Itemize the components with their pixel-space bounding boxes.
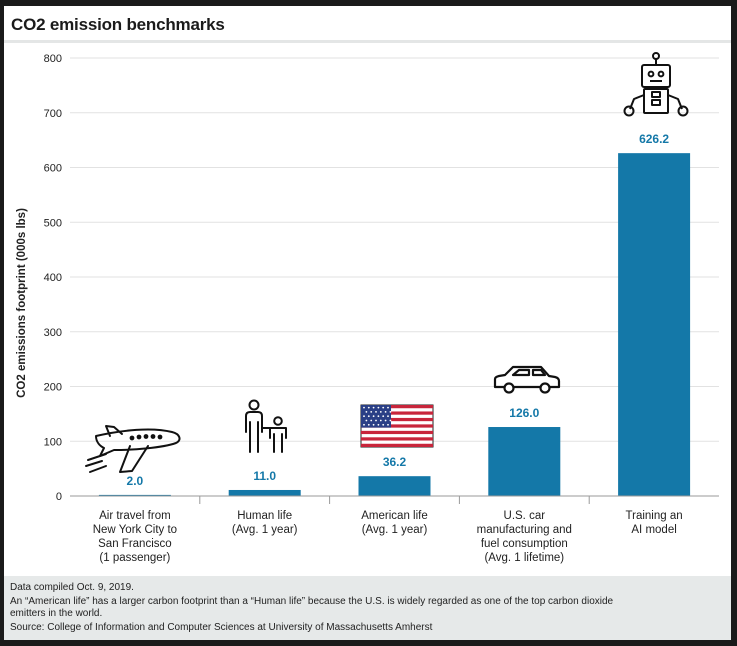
y-axis-ticks: 0 100 200 300 400 500 600 700 800 [44, 53, 62, 503]
y-tick-label: 600 [44, 163, 62, 175]
chart-card: CO2 emission benchmarks 0 100 200 300 400 500… [4, 6, 731, 640]
y-tick-label: 700 [44, 108, 62, 120]
bar [618, 153, 691, 496]
y-tick-label: 500 [44, 217, 62, 229]
footer-date: Data compiled Oct. 9, 2019. [10, 582, 134, 593]
x-tick-label: Air travel from [99, 510, 171, 522]
x-axis-labels: Air travel from New York City to San Franc… [93, 510, 683, 564]
bar [228, 489, 301, 496]
footer-source: Source: College of Information and Compu… [10, 622, 433, 633]
y-tick-label: 300 [44, 327, 62, 339]
airplane-icon [85, 425, 181, 473]
x-tick-label: Human life [237, 510, 292, 522]
chart-title: CO2 emission benchmarks [11, 15, 225, 34]
y-tick-label: 0 [56, 491, 62, 503]
bar [358, 476, 431, 496]
y-tick-label: 800 [44, 53, 62, 65]
value-labels: 2.0 11.0 36.2 126.0 626.2 [127, 132, 670, 488]
x-tick-label: (Avg. 1 year) [232, 524, 298, 536]
chart-footer: Data compiled Oct. 9, 2019. An “American… [4, 576, 731, 640]
us-flag-icon [360, 404, 434, 448]
value-label: 36.2 [383, 455, 407, 469]
person-with-child-icon [245, 399, 287, 453]
value-label: 2.0 [127, 474, 144, 488]
y-axis-label: CO2 emissions footprint (000s lbs) [16, 208, 28, 398]
x-tick-label: fuel consumption [481, 538, 568, 550]
x-tick-label: (Avg. 1 lifetime) [484, 552, 564, 564]
footer-note: An “American life” has a larger carbon f… [10, 596, 614, 607]
x-tick-label: Training an [626, 510, 683, 522]
x-tick-label: New York City to [93, 524, 177, 536]
x-tick-label: American life [361, 510, 427, 522]
bar [98, 494, 171, 496]
bars [98, 153, 691, 496]
value-label: 126.0 [509, 406, 539, 420]
x-tick-label: San Francisco [98, 538, 172, 550]
y-tick-label: 100 [44, 436, 62, 448]
car-icon [493, 365, 561, 394]
value-label: 626.2 [639, 132, 669, 146]
category-separators [199, 496, 590, 504]
bar-chart: 0 100 200 300 400 500 600 700 800 CO2 emissions … [16, 52, 719, 564]
value-label: 11.0 [253, 469, 276, 483]
title-divider [4, 40, 731, 43]
bar [488, 427, 561, 496]
footer-note-cont: emitters in the world. [10, 608, 103, 619]
x-tick-label: AI model [631, 524, 676, 536]
x-tick-label: (1 passenger) [99, 552, 170, 564]
robot-icon [623, 52, 689, 117]
y-tick-label: 400 [44, 272, 62, 284]
x-tick-label: (Avg. 1 year) [362, 524, 428, 536]
x-tick-label: manufacturing and [477, 524, 572, 536]
x-tick-label: U.S. car [504, 510, 546, 522]
y-tick-label: 200 [44, 382, 62, 394]
